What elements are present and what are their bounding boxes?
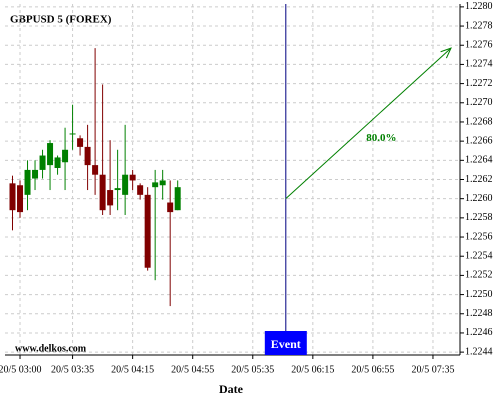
candle-body <box>62 149 69 163</box>
candle-body <box>137 185 144 195</box>
candle-body <box>92 165 99 175</box>
y-tick-label: 1.2252 <box>465 270 493 281</box>
y-tick-label: 1.2266 <box>465 135 493 146</box>
x-tick-label: 20/5 04:15 <box>111 364 154 375</box>
y-tick-label: 1.2270 <box>465 97 493 108</box>
x-tick-label: 20/5 07:35 <box>411 364 454 375</box>
y-tick-label: 1.2264 <box>465 155 493 166</box>
y-tick-label: 1.2278 <box>465 20 493 31</box>
candle-body <box>159 180 166 186</box>
candle-body <box>107 190 114 206</box>
arrow-head <box>440 47 452 59</box>
x-tick-label: 20/5 06:15 <box>291 364 334 375</box>
y-tick-label: 1.2272 <box>465 78 493 89</box>
candle-body <box>99 174 106 211</box>
candle-body <box>167 202 174 213</box>
forecast-arrow <box>285 47 452 200</box>
event-label: Event <box>271 337 301 351</box>
candle-body <box>9 183 16 211</box>
event-box <box>264 331 307 355</box>
y-tick-label: 1.2276 <box>465 40 493 51</box>
candle-body <box>174 187 181 211</box>
chart-title: GBPUSD 5 (FOREX) <box>10 14 112 26</box>
candle-body <box>24 169 31 195</box>
candle-body <box>17 185 24 213</box>
x-axis-title: Date <box>219 382 244 396</box>
y-tick-label: 1.2258 <box>465 212 493 223</box>
x-tick-label: 20/5 03:35 <box>51 364 94 375</box>
y-tick-label: 1.2246 <box>465 327 493 338</box>
y-tick-label: 1.2248 <box>465 308 493 319</box>
x-tick-label: 20/5 06:55 <box>351 364 394 375</box>
candle-body <box>69 133 76 135</box>
x-tick-label: 20/5 05:35 <box>231 364 274 375</box>
candle-body <box>47 143 54 166</box>
y-tick-label: 1.2280 <box>465 1 493 12</box>
y-tick-label: 1.2260 <box>465 193 493 204</box>
candle-body <box>84 146 91 166</box>
candle-body <box>32 169 39 179</box>
candle-body <box>129 174 136 181</box>
y-tick-label: 1.2250 <box>465 289 493 300</box>
x-tick-label: 20/5 03:00 <box>0 364 42 375</box>
x-tick-label: 20/5 04:55 <box>171 364 214 375</box>
y-tick-label: 1.2274 <box>465 59 493 70</box>
y-tick-label: 1.2268 <box>465 116 493 127</box>
arrow-label: 80.0% <box>366 132 396 144</box>
watermark: www.delkos.com <box>15 343 87 354</box>
candle-body <box>114 188 121 191</box>
candle-body <box>77 138 84 147</box>
candle-body <box>144 194 151 268</box>
y-tick-label: 1.2262 <box>465 174 493 185</box>
candle-body <box>39 155 46 170</box>
y-tick-label: 1.2256 <box>465 231 493 242</box>
candle-body <box>122 174 129 195</box>
candle-body <box>152 182 159 188</box>
y-tick-label: 1.2254 <box>465 251 493 262</box>
y-tick-label: 1.2244 <box>465 346 493 357</box>
candle-body <box>54 157 61 168</box>
